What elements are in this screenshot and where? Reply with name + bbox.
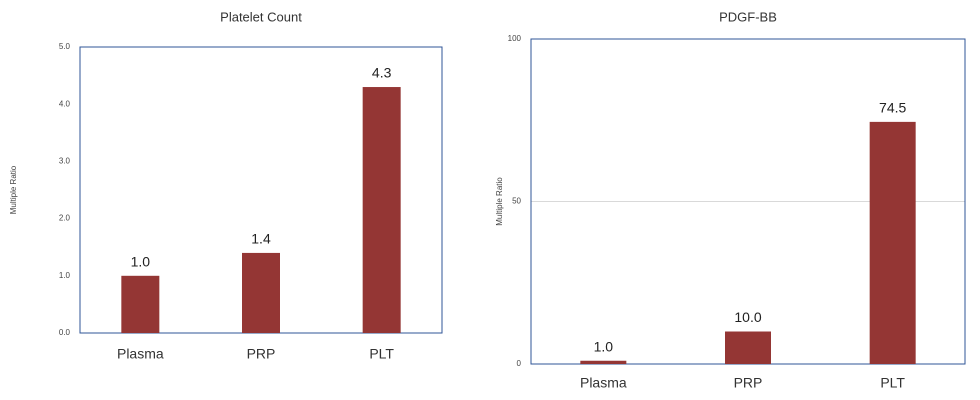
bar [869,121,916,364]
chart-title: PDGF-BB [719,9,777,24]
value-label: 74.5 [879,100,906,116]
y-tick-label: 0.0 [59,328,71,337]
y-tick-label: 50 [512,197,521,206]
y-tick-label: 2.0 [59,214,71,223]
y-tick-label: 1.0 [59,271,71,280]
x-tick-label: PRP [247,346,276,362]
value-label: 1.4 [251,231,271,247]
x-tick-label: Plasma [580,375,627,391]
value-label: 4.3 [372,65,392,81]
y-tick-label: 3.0 [59,157,71,166]
chart-title: Platelet Count [220,9,302,24]
x-tick-label: PRP [734,375,763,391]
x-tick-label: PLT [880,375,905,391]
value-label: 10.0 [734,309,761,325]
y-axis-label: Multiple Ratio [495,177,504,226]
y-tick-label: 0 [517,359,522,368]
bar [242,252,280,333]
bar [725,331,771,364]
value-label: 1.0 [594,338,614,354]
x-tick-label: PLT [369,346,394,362]
value-label: 1.0 [131,254,151,270]
x-tick-label: Plasma [117,346,164,362]
bar [580,360,627,364]
y-tick-label: 4.0 [59,99,71,108]
bar [362,87,401,333]
y-tick-label: 5.0 [59,42,71,51]
y-axis-label: Multiple Ratio [9,165,18,214]
bar [121,275,160,333]
y-tick-label: 100 [508,34,522,43]
